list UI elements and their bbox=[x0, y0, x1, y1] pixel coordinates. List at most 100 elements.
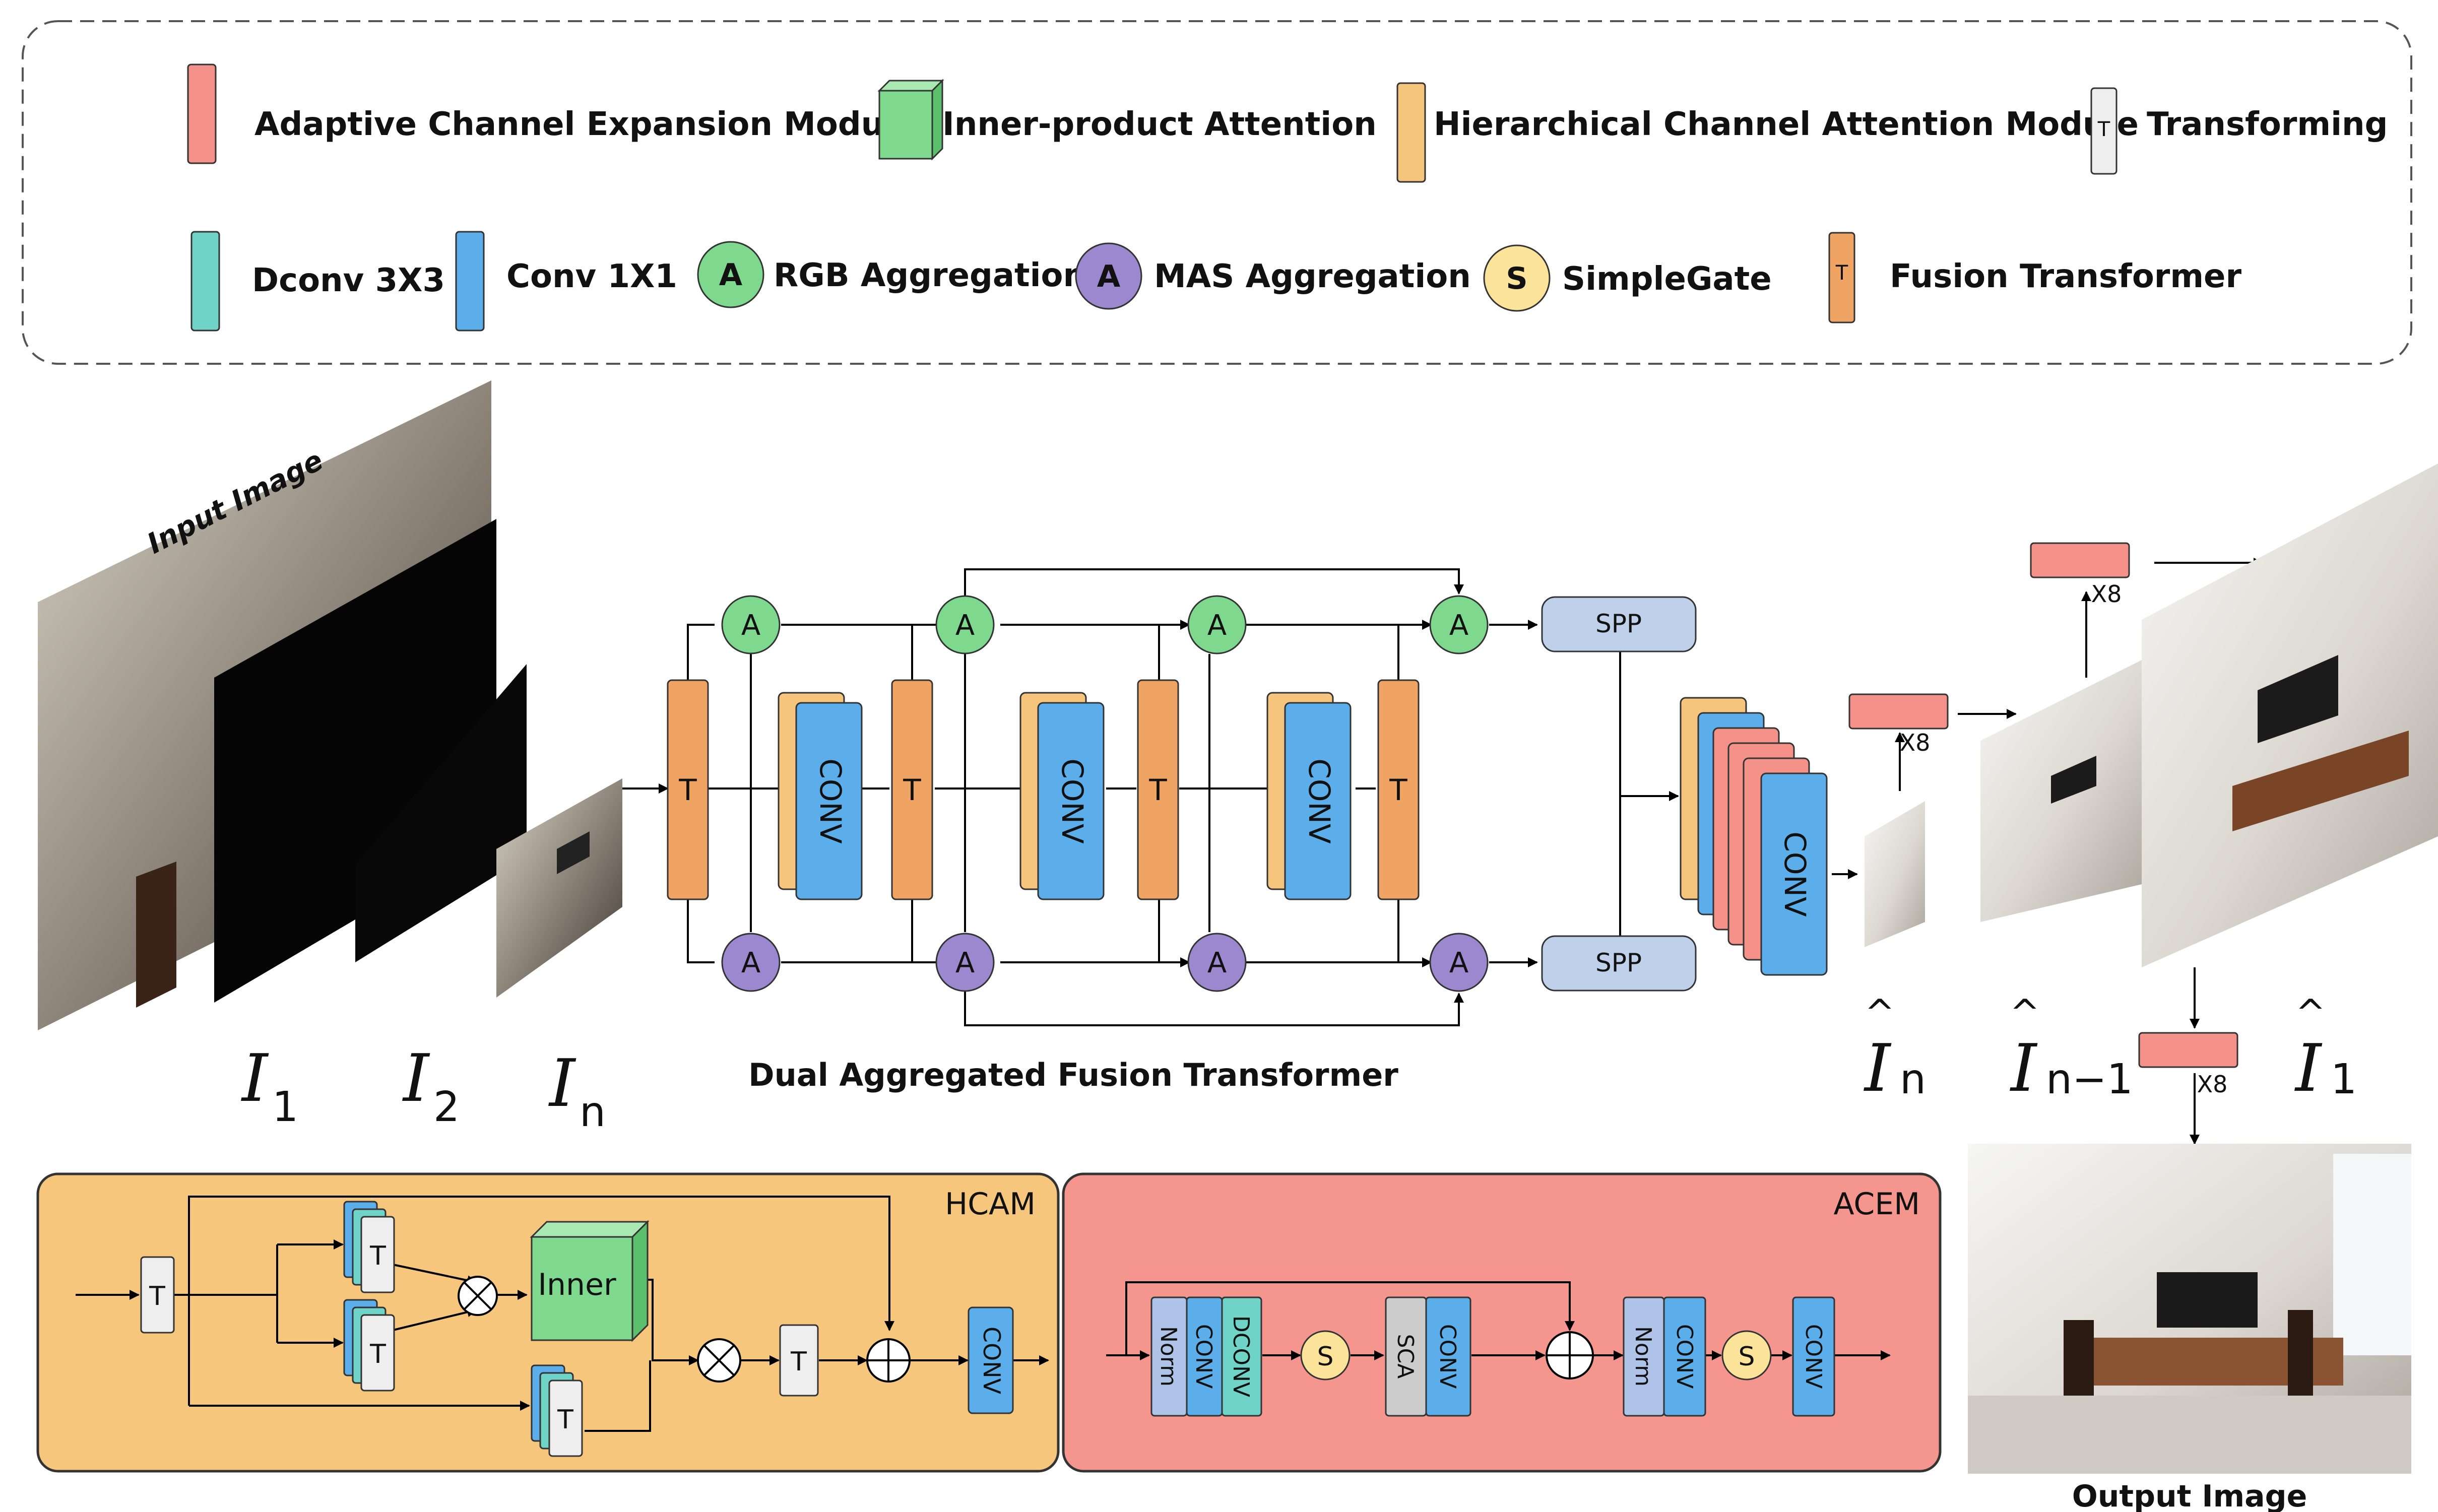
add-icon bbox=[867, 1339, 910, 1382]
multiply-icon bbox=[703, 1345, 735, 1376]
output-final-speaker-right bbox=[2288, 1310, 2313, 1411]
acem-dconv bbox=[1221, 1296, 1262, 1417]
legend-simplegate-label: SimpleGate bbox=[1562, 260, 1772, 298]
multiply-icon bbox=[464, 1282, 492, 1310]
input-in-tv bbox=[557, 831, 590, 874]
legend-conv-label: Conv 1X1 bbox=[506, 258, 677, 295]
dual-title: Dual Aggregated Fusion Transformer bbox=[748, 1057, 1398, 1093]
dconv-swatch bbox=[190, 231, 220, 332]
hcam-stack-c-front bbox=[548, 1379, 583, 1457]
rgb-aggregation-label: A bbox=[741, 609, 760, 642]
conv-block-label: CONV bbox=[813, 758, 848, 844]
rgb-aggregation-1 bbox=[721, 595, 781, 654]
x8-label: X8 bbox=[2197, 1071, 2228, 1098]
output-final-floor bbox=[1968, 1396, 2411, 1474]
acem-norm-label: Norm bbox=[1156, 1326, 1181, 1387]
fusion-transformer-label: T bbox=[903, 773, 921, 807]
input-label-base: I bbox=[241, 1040, 269, 1116]
hcam-transform-label: T bbox=[149, 1281, 165, 1311]
hcam-stack-label: T bbox=[369, 1339, 386, 1369]
fusion-transformer-2 bbox=[891, 679, 933, 900]
acem-nodes: Norm CONV DCONV S SCA CONV Norm CONV S C… bbox=[1150, 1296, 1835, 1417]
legend-frame bbox=[22, 20, 2412, 365]
acem-panel bbox=[1062, 1172, 1942, 1473]
output-label-sub: n bbox=[1900, 1056, 1926, 1103]
rgb-swatch bbox=[697, 241, 764, 308]
mas-aggregation-label: A bbox=[741, 947, 760, 979]
output-image-caption: Output Image bbox=[2072, 1479, 2307, 1512]
output-label-base: I bbox=[1864, 1030, 1892, 1106]
acem-connections bbox=[1106, 1281, 1891, 1360]
rgb-aggregation-4 bbox=[1429, 595, 1489, 654]
acem-title: ACEM bbox=[1833, 1187, 1920, 1222]
conv-block-label: CONV bbox=[1055, 758, 1089, 844]
legend-conv: Conv 1X1 bbox=[455, 231, 677, 332]
rgb-glyph: A bbox=[719, 257, 743, 293]
mas-aggregation-1 bbox=[721, 933, 781, 992]
dual-conv-blocks: CONV CONV CONV bbox=[778, 692, 1352, 900]
hcam-stack-a-front bbox=[360, 1216, 395, 1293]
hcam-stack-label: T bbox=[369, 1241, 386, 1271]
stack-conv-label: CONV bbox=[1778, 831, 1812, 917]
conv-block-1 bbox=[795, 702, 863, 900]
output-label-base: I bbox=[2294, 1030, 2323, 1106]
spp-blocks: SPP SPP bbox=[1541, 596, 1697, 992]
fusion-swatch bbox=[1828, 232, 1855, 323]
hat-mark: ^ bbox=[2295, 992, 2326, 1034]
input-stack: Input Image bbox=[38, 380, 622, 1030]
input-image-i2 bbox=[214, 519, 496, 1003]
transforming-swatch bbox=[2090, 87, 2118, 175]
add-icon bbox=[1547, 1332, 1593, 1378]
input-image-i3 bbox=[355, 664, 527, 962]
output-acem-blocks: X8 X8 X8 bbox=[1848, 542, 2238, 1098]
acem-conv-label: CONV bbox=[1191, 1324, 1216, 1389]
acem-swatch bbox=[187, 63, 217, 164]
output-label-i1: ^ I 1 bbox=[2294, 992, 2357, 1106]
inner-cube-top bbox=[530, 1221, 650, 1238]
fusion-transformer-3 bbox=[1137, 679, 1179, 900]
legend-rgb: A RGB Aggregation bbox=[697, 241, 1086, 308]
acem-simplegate-1 bbox=[1300, 1330, 1351, 1380]
legend-inner-label: Inner-product Attention bbox=[942, 106, 1377, 143]
acem-norm-label: Norm bbox=[1630, 1326, 1656, 1387]
hcam-nodes: T T T T Inner T CONV bbox=[140, 1201, 1014, 1457]
spp-bottom bbox=[1541, 935, 1697, 992]
output-images bbox=[1865, 464, 2438, 1474]
acem-upsample-1 bbox=[1848, 693, 1949, 730]
acem-conv-label: CONV bbox=[1801, 1324, 1826, 1389]
output-final-window bbox=[2333, 1154, 2411, 1355]
output-conv-stack: CONV bbox=[1680, 697, 1828, 976]
legend-hcam: Hierarchical Channel Attention Module bbox=[1396, 82, 2139, 183]
acem-conv-3 bbox=[1663, 1296, 1706, 1417]
acem-conv-label: CONV bbox=[1435, 1324, 1460, 1389]
acem-conv-4 bbox=[1792, 1296, 1835, 1417]
legend-fusion: T Fusion Transformer bbox=[1828, 232, 2241, 323]
dual-t-block: T T T T bbox=[667, 679, 1420, 900]
output-i1-tv bbox=[2258, 655, 2338, 743]
hcam-conv bbox=[968, 1306, 1014, 1414]
mas-aggregation-label: A bbox=[1207, 947, 1227, 979]
rgb-aggregation-label: A bbox=[1207, 609, 1227, 642]
input-label-sub: 1 bbox=[272, 1083, 298, 1131]
fusion-transformer-label: T bbox=[1389, 773, 1407, 807]
output-final-tv bbox=[2157, 1272, 2258, 1328]
input-i1-shelf bbox=[136, 862, 176, 1008]
legend-transforming: T Transforming bbox=[2090, 87, 2388, 175]
dual-aggregation-nodes: A A A A A A A A bbox=[721, 595, 1489, 992]
output-label-base: I bbox=[2010, 1030, 2038, 1106]
x8-label: X8 bbox=[2091, 580, 2122, 608]
output-image-in bbox=[1865, 801, 1925, 947]
mas-aggregation-2 bbox=[935, 933, 995, 992]
acem-conv-label: CONV bbox=[1672, 1324, 1697, 1389]
mas-glyph: A bbox=[1097, 259, 1121, 294]
fusion-transformer-label: T bbox=[678, 773, 697, 807]
legend-acem-label: Adaptive Channel Expansion Module bbox=[254, 106, 917, 143]
hcam-transform-in bbox=[140, 1256, 175, 1334]
conv-block-label: CONV bbox=[1302, 758, 1336, 844]
hcam-title: HCAM bbox=[945, 1187, 1036, 1222]
conv-swatch bbox=[455, 231, 485, 332]
fusion-transformer-4 bbox=[1377, 679, 1420, 900]
output-label-sub: n−1 bbox=[2046, 1056, 2133, 1103]
rgb-aggregation-label: A bbox=[955, 609, 975, 642]
spp-top bbox=[1541, 596, 1697, 652]
